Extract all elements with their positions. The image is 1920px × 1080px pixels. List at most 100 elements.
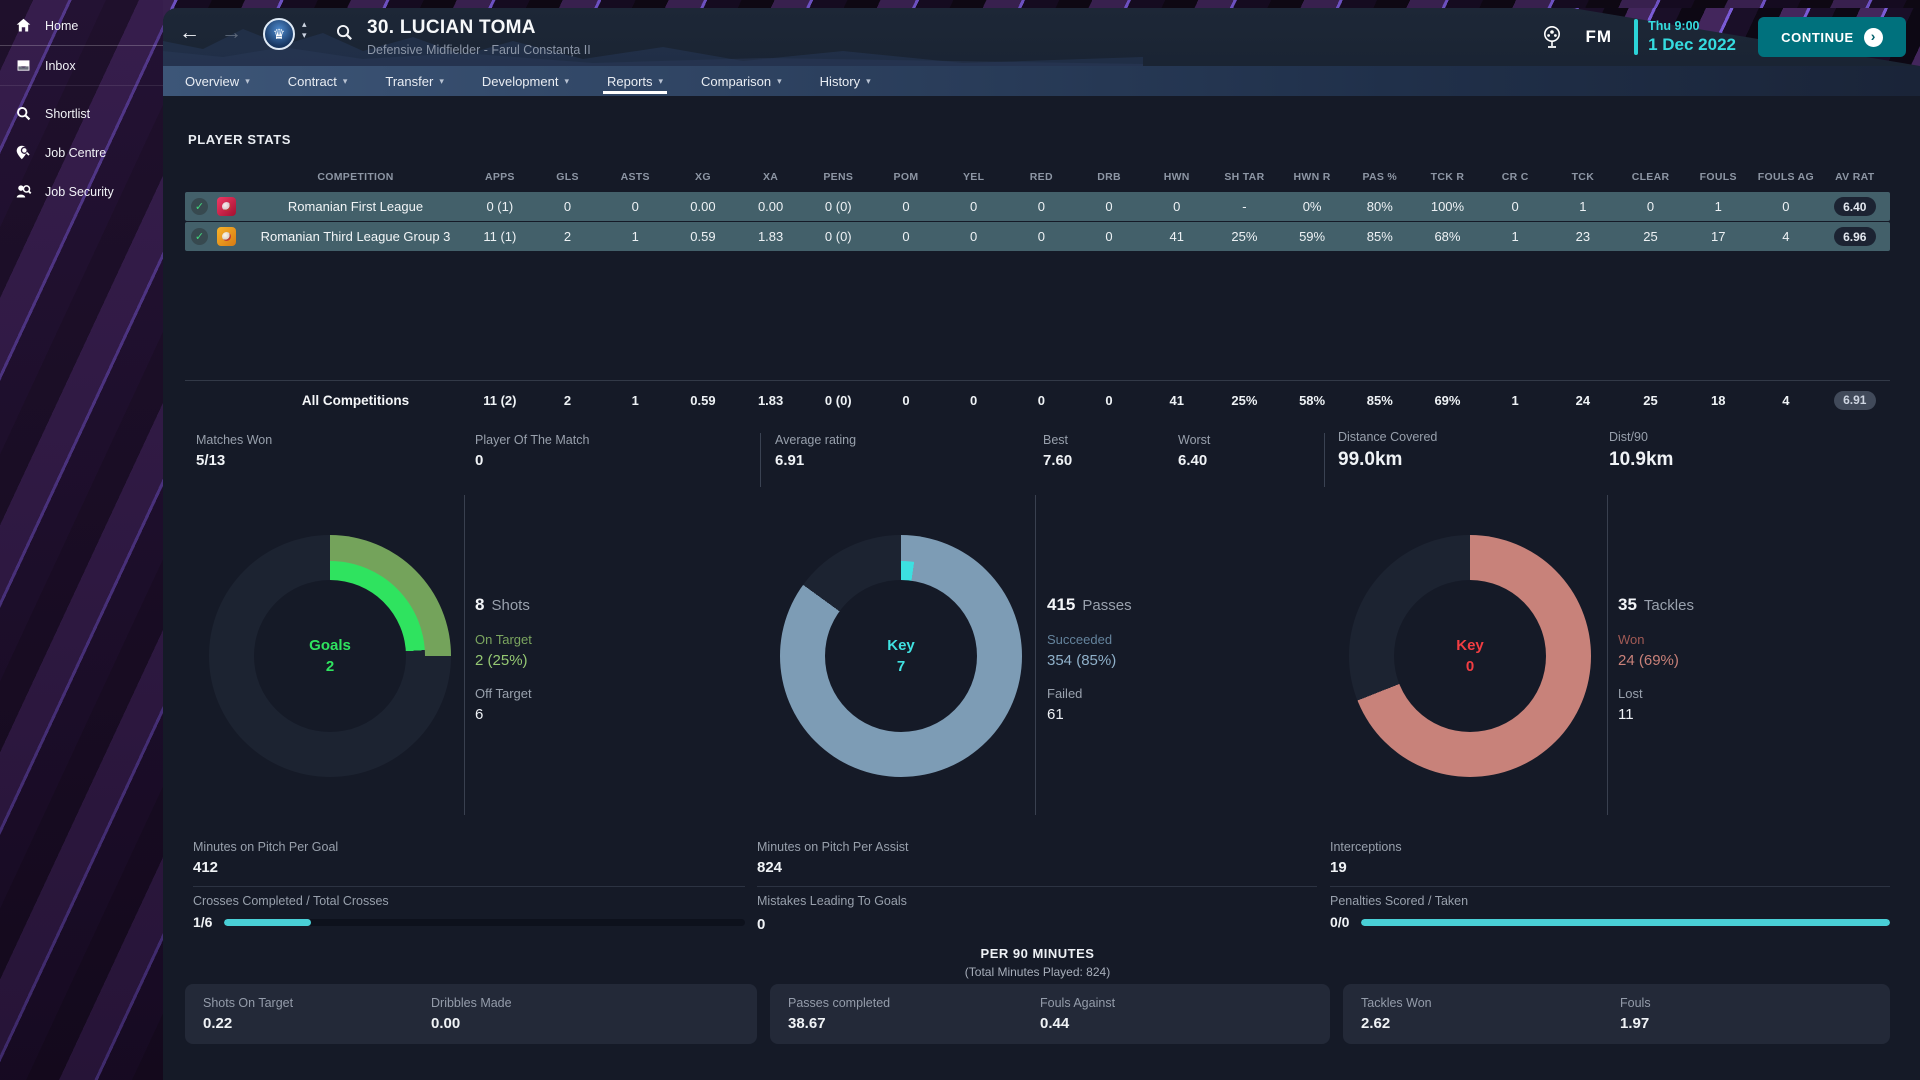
row-check-icon[interactable]: ✓: [191, 198, 208, 215]
stat-cell: 0%: [1302, 199, 1322, 214]
tab-comparison[interactable]: Comparison ▾: [701, 73, 782, 89]
failed-value: 61: [1047, 706, 1064, 723]
totals-stat-cell: 1: [1511, 392, 1519, 408]
stat-cell: 25%: [1231, 229, 1258, 244]
totals-stat-cell: 69%: [1434, 392, 1461, 408]
chevron-down-icon: ▾: [866, 75, 871, 86]
column-header: COMPETITION: [317, 171, 394, 183]
tab-contract[interactable]: Contract ▾: [287, 73, 348, 89]
minutes-per-goal-value: 412: [193, 859, 219, 876]
crosses-label: Crosses Completed / Total Crosses: [193, 894, 389, 908]
stat-cell: 1: [1579, 199, 1587, 214]
crest-cycle-buttons[interactable]: ▴ ▾: [302, 20, 307, 40]
summary-divider: [760, 433, 761, 487]
row-check-icon[interactable]: ✓: [191, 228, 208, 245]
stat-cell: 1.83: [757, 229, 784, 244]
stat-cell: 100%: [1430, 199, 1465, 214]
continue-button[interactable]: CONTINUE ›: [1758, 17, 1906, 57]
totals-stat-cell: 1: [631, 392, 639, 408]
stat-cell: 85%: [1366, 229, 1393, 244]
fouls-label: Fouls: [1620, 996, 1651, 1010]
totals-label: All Competitions: [301, 392, 410, 408]
crosses-value: 1/6: [193, 914, 213, 930]
shots-total: 8: [475, 595, 485, 614]
summary-matches-won: Matches Won 5/13: [196, 433, 273, 469]
chevron-down-icon: ▾: [342, 75, 348, 86]
continue-label: CONTINUE: [1781, 29, 1854, 45]
row-divider: [193, 886, 745, 887]
chevron-down-icon: ▾: [777, 75, 782, 86]
panel-divider: [464, 495, 465, 815]
totals-stat-cell: 41: [1169, 392, 1184, 408]
sidebar-item-inbox[interactable]: Inbox: [0, 50, 163, 81]
summary-average-rating: Average rating 6.91: [775, 433, 857, 469]
sidebar-item-job-centre[interactable]: Job Centre: [0, 137, 163, 168]
competition-name: Romanian First League: [287, 199, 424, 214]
minutes-per-assist-value: 824: [757, 859, 783, 876]
stat-cell: 41: [1169, 229, 1184, 244]
stat-cell: -: [1242, 199, 1247, 214]
row-divider: [1330, 886, 1890, 887]
column-header: POM: [893, 171, 919, 183]
summary-best: Best 7.60: [1043, 433, 1073, 469]
interceptions-label: Interceptions: [1330, 840, 1402, 854]
stats-table-header: COMPETITION APPS GLS ASTS XG XA PENS POM YEL RED D…: [185, 165, 1890, 189]
tab-development[interactable]: Development ▾: [481, 73, 569, 89]
club-crest[interactable]: ♛: [263, 18, 295, 50]
column-header: AV RAT: [1835, 171, 1875, 183]
stat-cell: 0 (0): [824, 229, 852, 244]
column-header: CLEAR: [1631, 171, 1670, 183]
totals-stat-cell: 0: [902, 392, 910, 408]
totals-stat-cell: 18: [1710, 392, 1726, 408]
tab-reports[interactable]: Reports ▾: [602, 66, 668, 96]
sidebar-item-label: Home: [45, 18, 79, 33]
fouls-value: 1.97: [1620, 1015, 1650, 1032]
sidebar-item-home[interactable]: Home: [0, 10, 163, 41]
passes-total: 415: [1047, 595, 1076, 614]
fm-menu-button[interactable]: FM: [1585, 27, 1613, 46]
column-header: PENS: [823, 171, 854, 183]
tab-transfer[interactable]: Transfer ▾: [385, 73, 444, 89]
summary-worst: Worst 6.40: [1178, 433, 1211, 469]
totals-stat-cell: 1.83: [757, 392, 784, 408]
column-header: ASTS: [620, 171, 650, 183]
chevron-down-icon: ▾: [302, 30, 307, 40]
globe-icon[interactable]: [1540, 24, 1564, 50]
sidebar-item-job-security[interactable]: Job Security: [0, 176, 163, 207]
totals-stat-cell: 4: [1782, 392, 1790, 408]
date-block: Thu 9:00 1 Dec 2022: [1634, 19, 1736, 55]
search-button[interactable]: [335, 23, 354, 46]
date-accent-bar: [1634, 19, 1639, 55]
on-target-label: On Target: [475, 632, 532, 647]
stat-cell: 59%: [1299, 229, 1326, 244]
table-row[interactable]: ✓ Romanian First League 0 (1) 0 0 0.00 0.00 0 (…: [185, 192, 1890, 221]
chevron-down-icon: ▾: [245, 75, 250, 86]
shots-on-target-label: Shots On Target: [203, 996, 294, 1010]
minutes-per-goal-label: Minutes on Pitch Per Goal: [193, 840, 339, 854]
tab-history[interactable]: History ▾: [819, 73, 871, 89]
crest-crown-icon: ♛: [272, 25, 286, 42]
shots-stats: 8 Shots On Target 2 (25%) Off Target 6: [475, 595, 532, 723]
forward-arrow-button[interactable]: →: [221, 21, 242, 44]
table-row[interactable]: ✓ Romanian Third League Group 3 11 (1) 2 1 0.…: [185, 222, 1890, 251]
lower-col-goals: Minutes on Pitch Per Goal 412 Crosses Co…: [193, 836, 745, 936]
tackles-donut-chart: Key 0: [1349, 535, 1591, 777]
stat-cell: 0 (0): [824, 199, 852, 214]
passes-completed-value: 38.67: [788, 1015, 826, 1032]
chevron-down-icon: ▾: [658, 75, 664, 86]
fouls-against-value: 0.44: [1040, 1015, 1070, 1032]
totals-stat-cell: 58%: [1299, 392, 1326, 408]
stat-cell: 0: [1173, 199, 1181, 214]
back-arrow-button[interactable]: ←: [179, 21, 200, 44]
continue-arrow-icon: ›: [1863, 27, 1883, 47]
stat-cell: 0: [563, 199, 572, 214]
column-header: CR C: [1501, 171, 1529, 183]
tab-overview[interactable]: Overview ▾: [185, 73, 250, 89]
column-header: GLS: [556, 171, 579, 183]
tackles-total-label: Tackles: [1643, 597, 1694, 614]
page-title: 30. LUCIAN TOMA: [367, 17, 536, 38]
per90-subtitle: (Total Minutes Played: 824): [964, 965, 1111, 979]
sidebar-item-label: Job Security: [45, 184, 114, 199]
sidebar-item-shortlist[interactable]: Shortlist: [0, 98, 163, 129]
